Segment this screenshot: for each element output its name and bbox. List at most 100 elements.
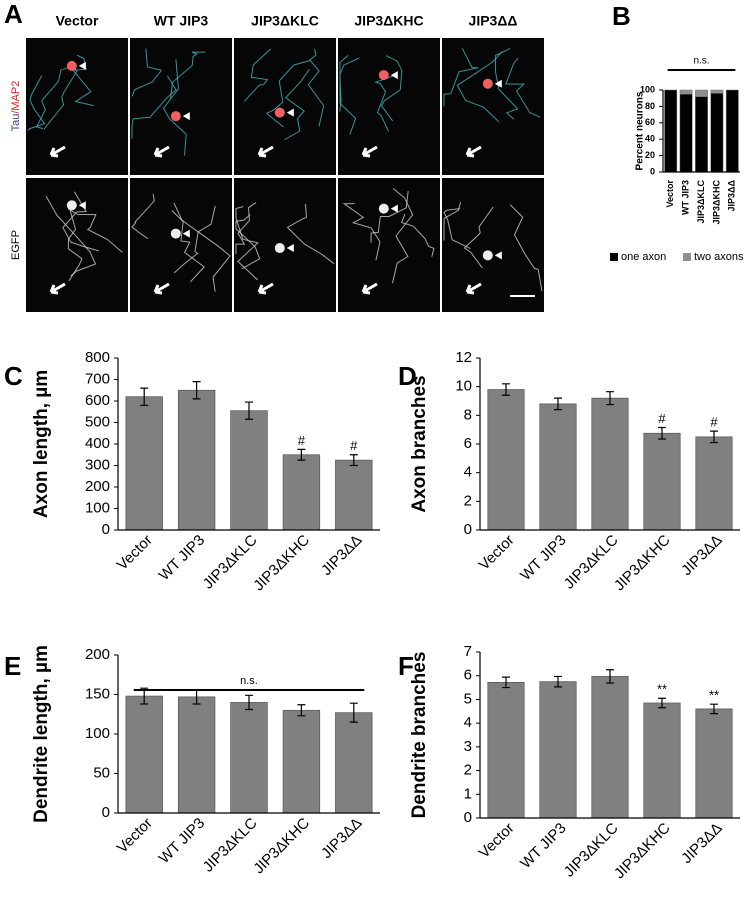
x-tick-label: JIP3ΔΔ: [678, 820, 725, 867]
arrow: [257, 282, 274, 295]
neurite: [67, 208, 123, 253]
neurite: [171, 210, 205, 283]
y-tick-label: 50: [93, 764, 110, 781]
row-label-part: /MAP2: [10, 81, 22, 114]
error-bar: [140, 387, 149, 406]
neurite: [456, 51, 503, 123]
bar-segment: [664, 89, 678, 173]
neurite: [307, 48, 325, 127]
y-axis-label: Dendrite branches: [409, 652, 430, 819]
arrowhead: [286, 108, 294, 117]
y-tick-label: 800: [85, 349, 110, 366]
panel-letter: C: [4, 361, 23, 391]
x-tick-label: Vector: [476, 820, 518, 862]
y-tick-label: 60: [645, 117, 655, 127]
arrow: [153, 282, 170, 295]
error-bar: [245, 694, 253, 711]
y-tick-label: 0: [102, 804, 110, 821]
legend-swatch: [610, 253, 618, 261]
annotation: #: [350, 438, 358, 453]
legend-swatch: [683, 253, 691, 261]
arrowhead: [390, 204, 398, 213]
y-tick-label: 100: [85, 725, 110, 742]
arrowhead: [182, 112, 190, 121]
error-bar: [658, 697, 666, 709]
micrograph: [442, 178, 544, 312]
x-tick-label: JIP3ΔKHC: [611, 820, 674, 883]
y-tick-label: 700: [85, 370, 110, 387]
x-tick-label: JIP3ΔΔ: [318, 815, 365, 862]
y-tick-label: 80: [645, 101, 655, 111]
neurite: [380, 55, 403, 122]
cell-body: [170, 111, 181, 122]
y-tick-label: 6: [464, 435, 472, 452]
y-tick-label: 8: [464, 406, 472, 423]
x-tick-label: Vector: [665, 180, 675, 208]
bar: [282, 709, 321, 814]
panel-letter: E: [4, 651, 21, 681]
y-tick-label: 10: [455, 378, 472, 395]
significance-label: n.s.: [693, 56, 709, 67]
legend-label: two axons: [694, 251, 744, 263]
y-axis-label: Axon branches: [409, 375, 430, 512]
micrograph: [338, 178, 440, 312]
bar: [487, 389, 525, 531]
bar: [539, 403, 577, 531]
bar: [643, 702, 681, 819]
bar-segment: [710, 93, 724, 173]
bar-segment: [679, 89, 693, 95]
x-tick-label: JIP3ΔΔ: [678, 532, 725, 579]
arrow: [361, 282, 378, 295]
y-tick-label: 200: [85, 646, 110, 663]
error-bar: [349, 702, 358, 723]
error-bar: [606, 391, 614, 406]
micrograph: [130, 38, 232, 175]
error-bar: [710, 703, 718, 715]
neurite: [339, 57, 360, 135]
y-tick-label: 0: [464, 809, 472, 826]
x-tick-label: JIP3ΔKHC: [611, 532, 674, 595]
x-tick-label: WT JIP3: [156, 815, 208, 867]
x-tick-label: WT JIP3: [156, 532, 208, 584]
arrow: [49, 282, 66, 295]
y-tick-label: 400: [85, 435, 110, 452]
panel-letter: B: [612, 1, 631, 31]
bar: [282, 454, 321, 531]
annotation: **: [657, 682, 667, 697]
arrowhead: [286, 244, 294, 253]
x-tick-label: Vector: [476, 532, 518, 574]
neurite: [286, 203, 335, 265]
bar: [591, 676, 629, 819]
y-tick-label: 6: [464, 667, 472, 684]
arrowhead: [390, 71, 398, 80]
y-tick-label: 4: [464, 714, 472, 731]
panel-letter: F: [398, 651, 414, 681]
x-tick-label: JIP3ΔKLC: [696, 180, 706, 224]
neurite: [509, 204, 543, 292]
neurite: [235, 214, 261, 270]
neurite: [243, 48, 272, 102]
neurite: [284, 68, 310, 141]
neurite: [131, 75, 177, 139]
y-tick-label: 0: [464, 521, 472, 538]
y-tick-label: 600: [85, 392, 110, 409]
micrograph: [26, 178, 128, 312]
y-tick-label: 200: [85, 478, 110, 495]
annotation: #: [298, 433, 306, 448]
bar-segment: [725, 89, 739, 173]
bar: [335, 712, 373, 814]
micrograph: [442, 38, 544, 175]
neurite: [494, 47, 519, 120]
micrograph: [234, 178, 336, 312]
neurite: [400, 213, 435, 257]
y-tick-label: 20: [645, 150, 655, 160]
cell-body: [482, 250, 493, 261]
bar: [643, 432, 681, 531]
panel-letter: D: [398, 361, 417, 391]
y-tick-label: 100: [640, 84, 655, 94]
neurite: [374, 74, 396, 132]
bar: [177, 389, 216, 531]
cell-body: [378, 70, 389, 81]
column-label: Vector: [56, 13, 99, 29]
